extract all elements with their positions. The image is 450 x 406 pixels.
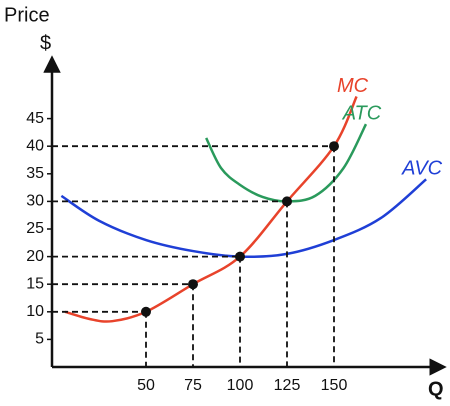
y-tick-label: 15 — [26, 275, 44, 292]
point — [141, 306, 151, 317]
y-tick-label: 25 — [26, 220, 44, 237]
curve — [60, 178, 427, 259]
x-axis-label: Q — [428, 378, 444, 400]
x-tick-label: 50 — [137, 377, 155, 394]
x-tick-label: 125 — [274, 377, 301, 394]
point — [235, 251, 245, 262]
y-tick-label: 40 — [26, 137, 44, 154]
x-tick-label: 150 — [321, 377, 348, 394]
y-tick-label: 10 — [26, 303, 44, 320]
y-tick-label: 20 — [26, 248, 44, 265]
curve — [64, 96, 358, 323]
point — [282, 196, 292, 207]
x-tick-label: 100 — [227, 377, 254, 394]
y-tick-label: 30 — [26, 193, 44, 210]
y-tick-label: 35 — [26, 165, 44, 182]
y-tick-label: 45 — [26, 110, 44, 127]
curve — [205, 123, 368, 203]
y-axis-unit: $ — [40, 32, 51, 54]
point — [329, 141, 339, 152]
y-tick-label: 5 — [35, 331, 44, 348]
point — [188, 279, 198, 290]
curve-label: AVC — [401, 158, 443, 180]
curve-label: MC — [337, 75, 369, 97]
y-axis-label: Price — [4, 4, 50, 26]
curve-label: ATC — [342, 102, 382, 124]
x-tick-label: 75 — [184, 377, 202, 394]
